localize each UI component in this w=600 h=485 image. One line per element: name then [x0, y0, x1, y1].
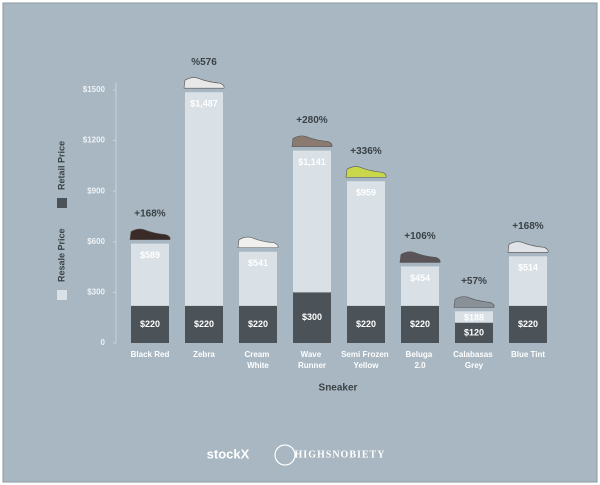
footer-logo: stockX	[207, 446, 250, 461]
change-label: +168%	[512, 221, 544, 232]
y-tick-label: $900	[87, 186, 105, 195]
x-tick-label: Cream White	[244, 350, 271, 370]
sneaker-icon	[129, 228, 171, 240]
resale-bar	[185, 92, 223, 344]
sneaker-icon	[291, 135, 333, 147]
sneaker-icon	[237, 236, 279, 249]
x-tick-label: Zebra	[193, 350, 215, 359]
value-label: $220	[518, 319, 538, 329]
y-tick-label: $1200	[83, 136, 106, 145]
value-label: $220	[194, 319, 214, 329]
value-label: $300	[302, 312, 322, 322]
value-label: $1,487	[190, 99, 218, 109]
retail-bar	[131, 305, 169, 343]
y-tick-label: 0	[101, 338, 106, 347]
change-label: +106%	[404, 231, 436, 242]
value-label: $959	[356, 188, 376, 198]
value-label: $1,141	[298, 157, 326, 167]
y-tick-label: $1500	[83, 85, 106, 94]
retail-bar	[239, 305, 277, 343]
sneaker-icon	[183, 77, 225, 89]
retail-bar	[347, 305, 385, 343]
value-label: $541	[248, 258, 268, 268]
value-label: $188	[464, 312, 484, 322]
value-label: $454	[410, 273, 430, 283]
legend: Resale Price Retail Price	[56, 141, 67, 300]
change-label: +280%	[296, 115, 328, 126]
legend-swatch	[57, 198, 67, 208]
retail-bar	[401, 305, 439, 343]
legend-label: Resale Price	[56, 228, 66, 282]
retail-bar	[185, 305, 223, 343]
retail-bar	[455, 322, 493, 343]
x-tick-label: Blue Tint	[511, 350, 545, 359]
sneaker-icon	[399, 251, 441, 263]
legend-swatch	[57, 290, 67, 300]
y-tick-label: $600	[87, 237, 105, 246]
change-label: %576	[191, 57, 217, 68]
sneaker-icon	[345, 166, 387, 178]
x-axis-label: Sneaker	[319, 383, 358, 394]
change-label: +168%	[134, 208, 166, 219]
change-label: +336%	[350, 146, 382, 157]
value-label: $120	[464, 327, 484, 337]
value-label: $589	[140, 250, 160, 260]
logo-icon	[274, 444, 296, 466]
change-label: +57%	[461, 276, 487, 287]
x-tick-label: Black Red	[131, 350, 170, 359]
retail-bar	[509, 305, 547, 343]
x-tick-label: Calabasas Grey	[453, 350, 495, 370]
x-tick-label: Wave Runner	[298, 350, 326, 370]
value-label: $220	[356, 319, 376, 329]
value-label: $514	[518, 263, 538, 273]
x-tick-label: Beluga 2.0	[406, 350, 435, 370]
value-label: $220	[140, 319, 160, 329]
value-label: $220	[248, 319, 268, 329]
sneaker-icon	[507, 241, 549, 253]
legend-label: Retail Price	[56, 141, 66, 190]
sneaker-icon	[453, 296, 495, 308]
x-tick-label: Semi Frozen Yellow	[341, 350, 391, 370]
footer-logo: HIGHSNOBIETY	[295, 449, 386, 460]
y-tick-label: $300	[87, 288, 105, 297]
retail-bar	[293, 292, 331, 343]
value-label: $220	[410, 319, 430, 329]
